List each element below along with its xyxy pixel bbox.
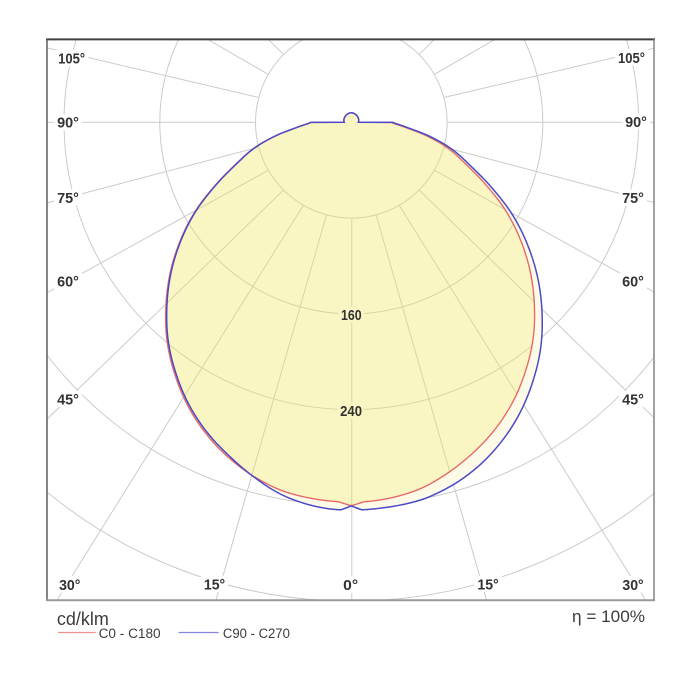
- svg-text:105°: 105°: [58, 51, 85, 68]
- svg-text:90°: 90°: [625, 114, 647, 131]
- svg-text:C0 - C180: C0 - C180: [99, 626, 161, 641]
- svg-text:η = 100%: η = 100%: [572, 607, 645, 626]
- svg-text:30°: 30°: [622, 577, 643, 594]
- svg-text:60°: 60°: [622, 274, 644, 291]
- svg-text:75°: 75°: [622, 190, 644, 207]
- svg-text:15°: 15°: [204, 576, 225, 593]
- svg-text:cd/klm: cd/klm: [57, 609, 109, 629]
- svg-text:240: 240: [340, 403, 362, 420]
- svg-text:30°: 30°: [59, 577, 80, 594]
- svg-text:105°: 105°: [618, 50, 645, 67]
- svg-text:45°: 45°: [57, 391, 79, 408]
- svg-text:0°: 0°: [343, 577, 358, 594]
- svg-text:C90 - C270: C90 - C270: [223, 626, 290, 641]
- svg-text:75°: 75°: [57, 190, 79, 207]
- svg-text:90°: 90°: [57, 115, 79, 132]
- svg-text:45°: 45°: [622, 391, 644, 408]
- svg-text:160: 160: [341, 307, 362, 324]
- svg-text:60°: 60°: [57, 274, 79, 291]
- svg-text:15°: 15°: [477, 576, 498, 593]
